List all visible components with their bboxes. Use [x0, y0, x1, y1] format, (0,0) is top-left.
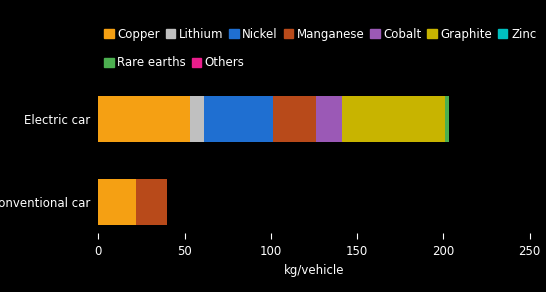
Bar: [98, 179, 136, 225]
X-axis label: kg/vehicle: kg/vehicle: [284, 264, 344, 277]
Bar: [272, 96, 316, 142]
Bar: [204, 96, 272, 142]
Bar: [342, 96, 445, 142]
Bar: [316, 96, 342, 142]
Bar: [136, 179, 167, 225]
Bar: [98, 96, 189, 142]
Bar: [445, 96, 448, 142]
Bar: [189, 96, 204, 142]
Legend: Rare earths, Others: Rare earths, Others: [104, 56, 245, 69]
